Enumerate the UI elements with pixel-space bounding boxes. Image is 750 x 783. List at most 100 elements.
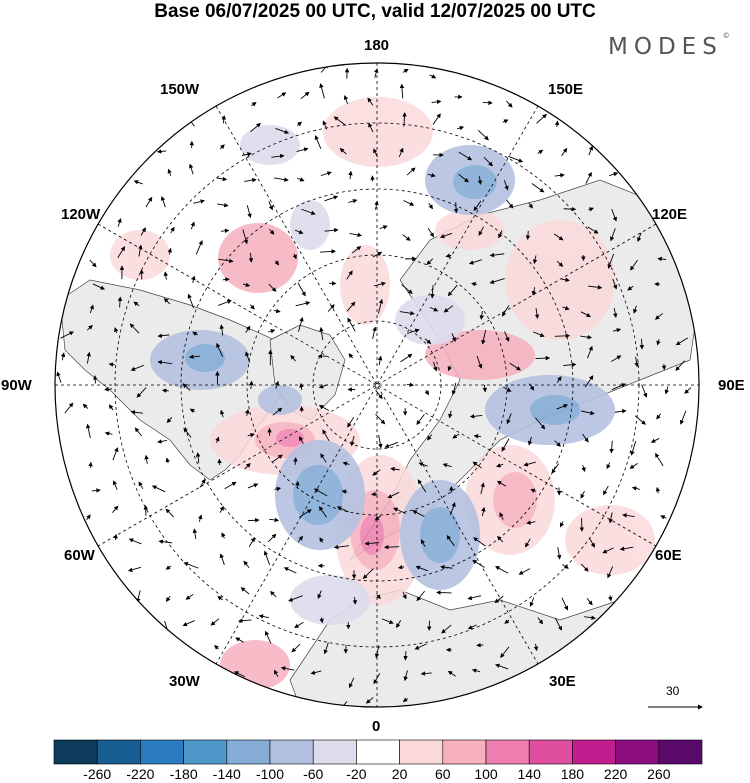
wind-vector	[86, 514, 91, 521]
wind-vector	[608, 512, 613, 524]
wind-vector	[347, 416, 355, 428]
wind-vector	[128, 538, 142, 545]
wind-vector	[629, 462, 638, 469]
wind-vector	[300, 91, 310, 100]
wind-vector	[92, 283, 106, 290]
wind-vector	[318, 506, 327, 518]
wind-vector	[183, 561, 199, 569]
wind-vector	[251, 102, 257, 107]
wind-vector	[280, 666, 295, 671]
wind-vector	[402, 592, 407, 600]
wind-vector	[504, 619, 510, 624]
wind-vector	[602, 547, 614, 554]
wind-vector	[562, 305, 570, 311]
reference-vector-value: 30	[666, 684, 680, 698]
wind-vector	[506, 100, 513, 108]
wind-vector	[268, 201, 274, 211]
lon-label-90e: 90E	[718, 377, 745, 394]
wind-vector	[188, 163, 194, 175]
wind-vector	[532, 331, 545, 338]
wind-vector	[275, 127, 290, 134]
wind-vector	[271, 153, 285, 159]
wind-vectors	[56, 63, 692, 707]
wind-vector	[471, 281, 478, 287]
wind-vector	[496, 480, 507, 487]
wind-vector	[561, 147, 568, 157]
wind-vector	[445, 253, 452, 258]
wind-vector	[440, 564, 453, 570]
wind-vector	[518, 568, 531, 575]
wind-vector	[117, 246, 126, 259]
wind-vector	[508, 155, 524, 163]
wind-vector	[535, 355, 551, 361]
colorbar-tick-label: 180	[560, 766, 585, 782]
wind-vector	[133, 301, 140, 307]
wind-vector	[299, 509, 312, 518]
wind-vector	[431, 99, 442, 105]
wind-vector	[220, 228, 230, 234]
wind-vector	[375, 390, 383, 400]
wind-vector	[297, 282, 306, 297]
wind-vector	[258, 614, 269, 619]
wind-vector	[273, 308, 281, 314]
wind-vector	[660, 515, 667, 520]
wind-vector	[160, 195, 166, 208]
wind-vector	[339, 147, 347, 155]
wind-vector	[104, 431, 113, 436]
wind-vector	[608, 595, 613, 602]
wind-vector	[243, 560, 250, 569]
wind-vector	[529, 597, 535, 607]
wind-vector	[136, 387, 147, 398]
wind-vector	[402, 68, 409, 74]
wind-vector	[273, 177, 289, 182]
wind-vector	[612, 278, 618, 290]
wind-vector	[374, 515, 381, 521]
wind-vector	[582, 433, 589, 443]
wind-vector	[622, 513, 635, 518]
wind-vector	[480, 482, 485, 495]
wind-vector	[320, 171, 332, 177]
wind-vector	[607, 566, 614, 579]
wind-vector	[113, 533, 118, 541]
lon-label-30w: 30W	[169, 673, 200, 690]
wind-vector	[292, 253, 297, 260]
wind-vector	[299, 382, 304, 390]
wind-vector	[319, 326, 324, 340]
colorbar-swatch	[485, 739, 530, 765]
colorbar-tick-label: -180	[169, 766, 198, 782]
wind-vector	[245, 408, 250, 416]
wind-vector	[495, 566, 509, 574]
colorbar-tick-label: 140	[517, 766, 541, 782]
wind-vector	[158, 539, 172, 544]
colorbar-tick-label: -260	[83, 766, 112, 782]
wind-vector	[218, 258, 234, 264]
anomaly-field	[55, 63, 699, 707]
wind-vector	[483, 156, 493, 167]
wind-vector	[498, 230, 503, 239]
wind-vector	[112, 447, 119, 461]
lon-label-0: 0	[372, 718, 381, 735]
wind-vector	[506, 199, 514, 209]
wind-vector	[634, 356, 639, 368]
wind-vector	[277, 92, 287, 99]
wind-vector	[163, 297, 171, 305]
wind-vector	[112, 505, 119, 513]
wind-vector	[447, 284, 458, 297]
wind-vector	[86, 423, 91, 438]
wind-vector	[377, 355, 383, 366]
lon-label-150e: 150E	[548, 81, 584, 98]
wind-vector	[373, 148, 378, 158]
wind-vector	[283, 567, 297, 574]
wind-vector	[138, 481, 144, 490]
wind-vector	[556, 376, 562, 383]
wind-vector	[301, 208, 316, 215]
lon-label-150w: 150W	[160, 81, 200, 98]
wind-vector	[248, 252, 254, 263]
wind-vector	[187, 293, 194, 309]
wind-vector	[197, 514, 203, 522]
wind-vector	[297, 316, 304, 332]
wind-vector	[637, 232, 642, 243]
wind-vector	[294, 621, 304, 628]
colorbar-tick-label: -20	[346, 766, 367, 782]
